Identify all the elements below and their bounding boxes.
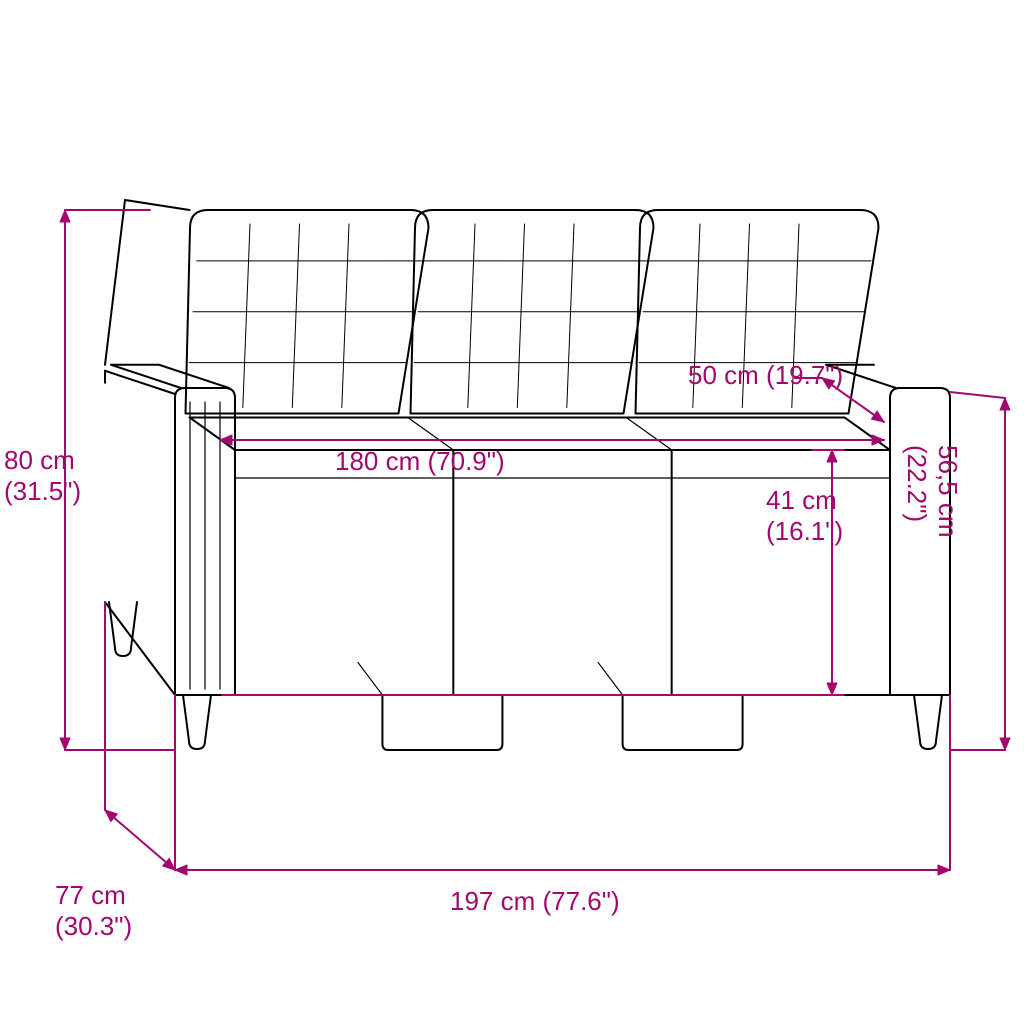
dim-cm: 197 cm: [450, 886, 535, 916]
dim-cm: 56,5 cm: [933, 445, 963, 538]
dim-in: (22.2"): [902, 445, 932, 522]
dim-width-total: 197 cm (77.6"): [450, 886, 620, 917]
dim-depth: 77 cm (30.3"): [55, 880, 132, 942]
dim-in: (30.3"): [55, 911, 132, 941]
dim-in: (77.6"): [543, 886, 620, 916]
dim-cm: 77 cm: [55, 880, 126, 910]
dim-in: (31.5"): [4, 476, 81, 506]
dim-cm: 80 cm: [4, 445, 75, 475]
dim-in: (19.7"): [766, 360, 843, 390]
dim-in: (16.1"): [766, 516, 843, 546]
dim-cm: 180 cm: [335, 446, 420, 476]
dim-arm-height: 56,5 cm (22.2"): [901, 445, 963, 538]
dim-in: (70.9"): [428, 446, 505, 476]
dim-seat-height: 41 cm (16.1"): [766, 485, 843, 547]
dim-seat-depth: 50 cm (19.7"): [688, 360, 843, 391]
dim-seat-width: 180 cm (70.9"): [335, 446, 505, 477]
dim-cm: 41 cm: [766, 485, 837, 515]
dim-height-total: 80 cm (31.5"): [4, 445, 81, 507]
diagram-stage: 80 cm (31.5") 77 cm (30.3") 197 cm (77.6…: [0, 0, 1024, 1024]
dim-cm: 50 cm: [688, 360, 759, 390]
diagram-svg: [0, 0, 1024, 1024]
